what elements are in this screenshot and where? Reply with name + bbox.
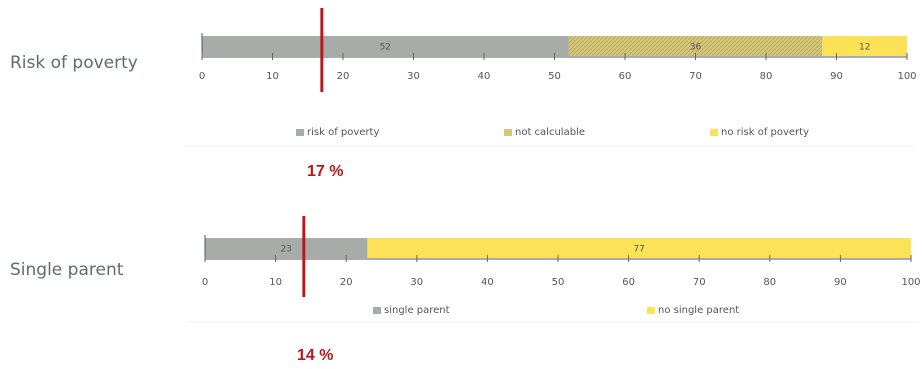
x-tick-label: 50	[552, 277, 565, 288]
legend-risk-of-poverty: risk of poverty	[296, 127, 379, 138]
legend-label: single parent	[384, 305, 450, 316]
row-label-single-parent: Single parent	[10, 260, 124, 280]
x-tick-label: 80	[763, 277, 776, 288]
x-tick-label: 30	[407, 71, 420, 82]
legend-label: no risk of poverty	[721, 127, 810, 138]
x-tick-label: 10	[269, 277, 282, 288]
x-tick-label: 90	[830, 71, 843, 82]
x-tick-label: 20	[337, 71, 350, 82]
row-label-risk-of-poverty: Risk of poverty	[10, 53, 138, 73]
x-tick-label: 80	[760, 71, 773, 82]
x-tick-label: 70	[689, 71, 702, 82]
x-tick-label: 100	[901, 277, 920, 288]
x-tick-label: 60	[622, 277, 635, 288]
x-tick-label: 0	[202, 277, 208, 288]
legend-swatch	[504, 129, 512, 136]
data-label: 23	[280, 245, 291, 255]
data-label: 77	[633, 245, 644, 255]
legend-swatch	[296, 129, 304, 136]
x-tick-label: 40	[478, 71, 491, 82]
x-tick-label: 60	[619, 71, 632, 82]
bar-segment-risk-of-poverty	[202, 36, 569, 56]
x-tick-label: 10	[266, 71, 279, 82]
x-tick-label: 70	[693, 277, 706, 288]
legend-single-parent: single parent	[373, 305, 450, 316]
legend-label: risk of poverty	[307, 127, 380, 138]
data-label: 12	[859, 43, 870, 53]
x-tick-label: 20	[340, 277, 353, 288]
legend-swatch	[710, 129, 718, 136]
legend-not-calculable: not calculable	[504, 127, 585, 138]
x-tick-label: 90	[834, 277, 847, 288]
legend-swatch	[373, 307, 381, 314]
legend-swatch	[647, 307, 655, 314]
x-tick-label: 40	[481, 277, 494, 288]
x-tick-label: 30	[410, 277, 423, 288]
legend-no-single-parent: no single parent	[647, 305, 739, 316]
data-label: 52	[380, 43, 391, 53]
legend-label: not calculable	[515, 127, 585, 138]
bar-segment-not-calculable	[568, 36, 823, 56]
bar-segment-no-risk-of-poverty	[822, 36, 907, 56]
marker-label-risk-of-poverty: 17 %	[307, 163, 344, 180]
x-tick-label: 0	[199, 71, 205, 82]
bar-segment-no-single-parent	[367, 238, 911, 258]
bar-segment-single-parent	[205, 238, 368, 258]
legend-label: no single parent	[658, 305, 740, 316]
legend-no-risk-of-poverty: no risk of poverty	[710, 127, 809, 138]
data-label: 36	[690, 43, 702, 53]
x-tick-label: 50	[548, 71, 561, 82]
marker-label-single-parent: 14 %	[297, 347, 334, 364]
x-tick-label: 100	[897, 71, 916, 82]
